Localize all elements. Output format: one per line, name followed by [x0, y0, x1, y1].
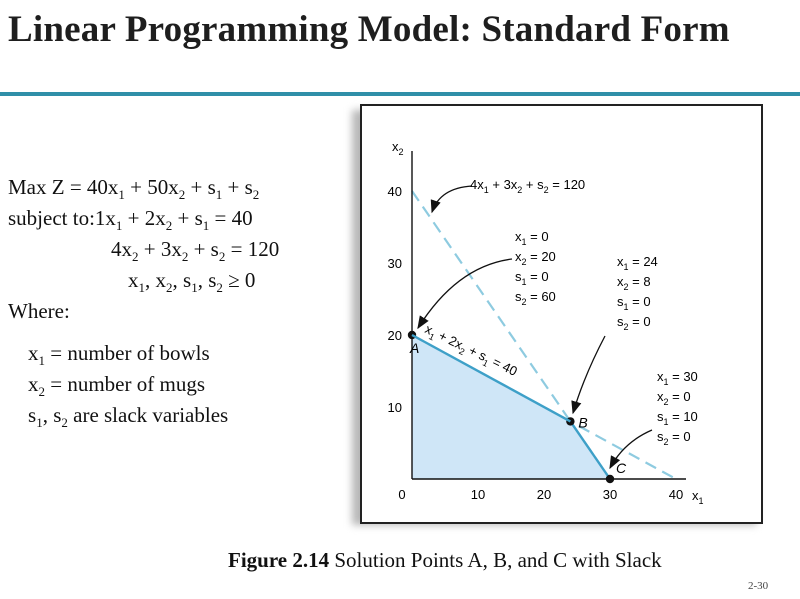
point-note: x2 = 20: [515, 249, 556, 267]
svg-text:4x1 + 3x2 + s2 = 120: 4x1 + 3x2 + s2 = 120: [470, 177, 585, 195]
point-note: s1 = 10: [657, 409, 698, 427]
point-note: x1 = 24: [617, 254, 658, 272]
figure-frame: 0 10 20 30 40 10 20 30 40 x1 x2 4x1 + 3x2 + s2 …: [360, 104, 763, 524]
y-tick-label: 40: [388, 184, 402, 199]
lp-model: Max Z = 40x1 + 50x2 + s1 + s2 subject to…: [8, 172, 348, 431]
definition-mugs: x2 = number of mugs: [28, 372, 205, 400]
y-tick-label: 20: [388, 328, 402, 343]
point-label: C: [616, 460, 627, 476]
point-note: s2 = 60: [515, 289, 556, 307]
point-annotations: x1 = 0 x2 = 20 s1 = 0 s2 = 60 x1 = 24 x2 = 8 s…: [515, 229, 698, 447]
title-underline: [0, 92, 800, 96]
objective-function: Max Z = 40x1 + 50x2 + s1 + s2: [8, 175, 260, 203]
x-tick-label: 40: [669, 487, 683, 502]
labor-constraint-line: [411, 334, 677, 480]
page-number: 2-30: [748, 580, 769, 592]
point-a-arrow: [417, 258, 513, 330]
definition-bowls: x1 = number of bowls: [28, 341, 210, 369]
x-axis-label: x1: [692, 488, 704, 506]
figure-caption: Figure 2.14 Solution Points A, B, and C …: [228, 548, 662, 572]
where-label: Where:: [8, 299, 70, 323]
point-note: s2 = 0: [617, 314, 651, 332]
feasible-edge-a-b: [411, 333, 571, 423]
constraint-clay: 4x2 + 3x2 + s2 = 120: [111, 237, 280, 265]
point-c-arrow: [609, 429, 653, 470]
point-note: s1 = 0: [617, 294, 651, 312]
feasible-edge-b-c: [569, 420, 611, 480]
x-tick-labels: 0 10 20 30 40: [398, 487, 683, 502]
point-note: x1 = 30: [657, 369, 698, 387]
y-tick-label: 30: [388, 256, 402, 271]
nonnegativity: x1, x2, s1, s2 ≥ 0: [128, 268, 256, 296]
point-note: x2 = 8: [617, 274, 651, 292]
point-label: B: [578, 414, 587, 430]
point-note: x2 = 0: [657, 389, 691, 407]
clay-equation-label: 4x1 + 3x2 + s2 = 120: [470, 177, 585, 195]
point-note: x1 = 0: [515, 229, 549, 247]
point-b-arrow: [571, 335, 606, 415]
x-tick-label: 0: [398, 487, 405, 502]
slide-title: Linear Programming Model: Standard Form: [8, 9, 730, 50]
clay-label-arrow: [430, 185, 473, 214]
constraint-labor: subject to:1x1 + 2x2 + s1 = 40: [8, 206, 253, 234]
x-tick-label: 30: [603, 487, 617, 502]
y-tick-labels: 10 20 30 40: [388, 184, 402, 415]
point-note: s2 = 0: [657, 429, 691, 447]
solution-points-chart: 0 10 20 30 40 10 20 30 40 x1 x2 4x1 + 3x2 + s2 …: [388, 139, 704, 506]
feasible-region: [412, 335, 610, 479]
x-tick-label: 10: [471, 487, 485, 502]
x-tick-label: 20: [537, 487, 551, 502]
point-label: A: [409, 340, 419, 356]
definition-slack: s1, s2 are slack variables: [28, 403, 229, 431]
point-c: [605, 474, 615, 484]
y-axis-label: x2: [392, 139, 404, 157]
point-note: s1 = 0: [515, 269, 549, 287]
y-tick-label: 10: [388, 400, 402, 415]
